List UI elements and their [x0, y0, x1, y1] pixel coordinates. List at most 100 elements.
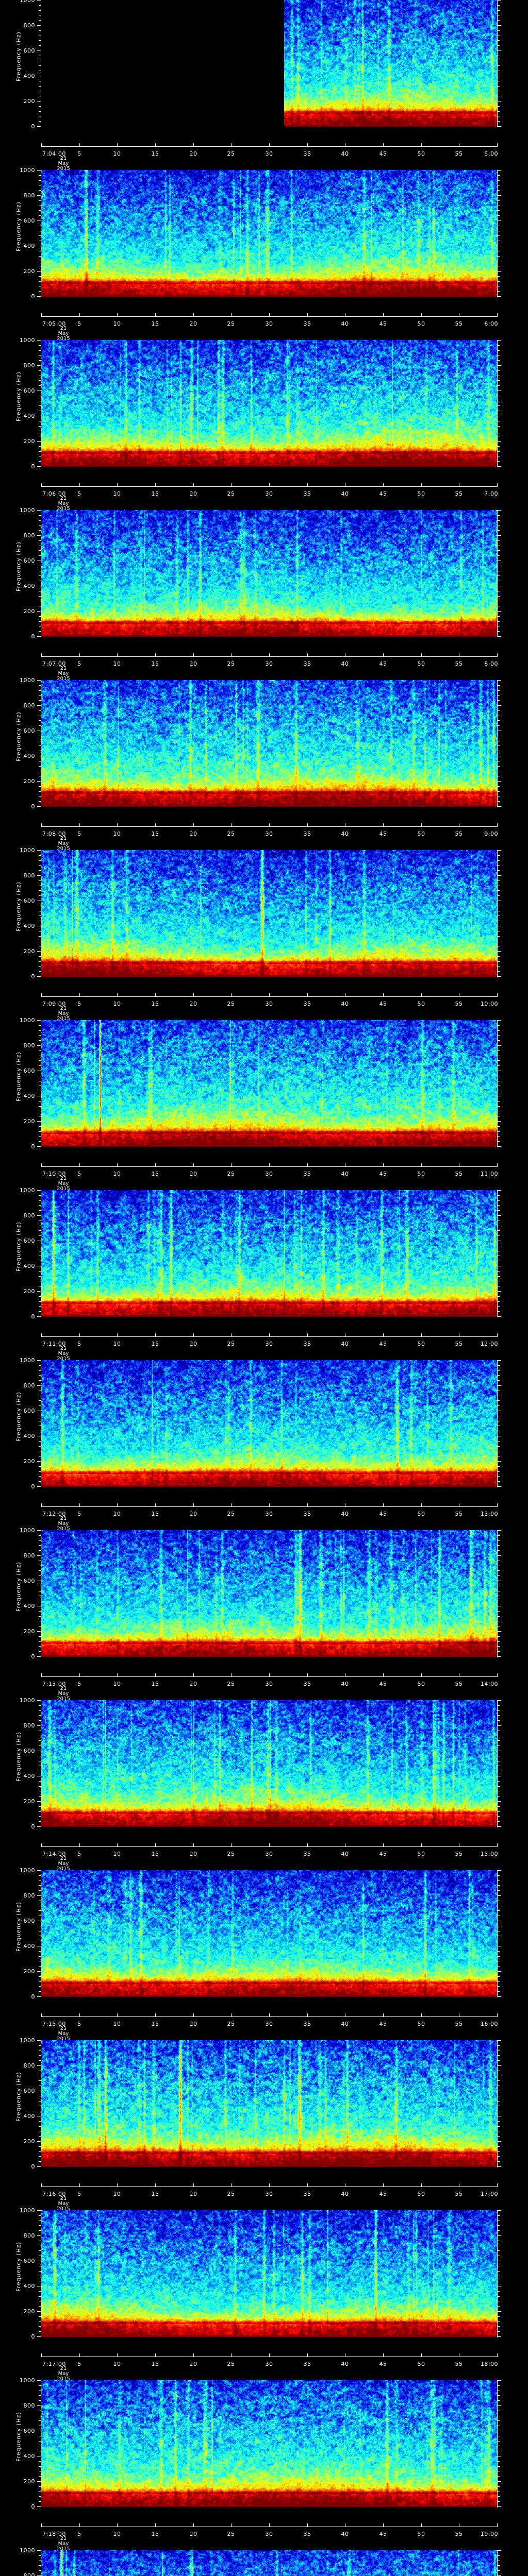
y-axis-tick	[37, 1656, 41, 1657]
x-axis-tick	[269, 1163, 270, 1167]
x-axis-tick-label: 7:10:00	[42, 1171, 66, 1177]
y-axis-tick-label: 800	[23, 532, 35, 539]
y-axis-minor-tick	[39, 700, 41, 701]
y-axis-minor-tick-right	[498, 210, 500, 211]
y-axis-tick-label: 600	[23, 2088, 35, 2094]
y-axis-minor-tick-right	[498, 370, 500, 371]
y-axis-tick-label: 0	[31, 973, 35, 980]
date-stamp-line: May	[58, 1181, 69, 1187]
date-stamp-line: 2015	[57, 2376, 70, 2382]
x-axis-tick-label: 5	[77, 2191, 81, 2197]
y-axis-tick-label: 1000	[20, 337, 35, 344]
y-axis-tick-label: 200	[23, 1118, 35, 1125]
y-axis-minor-tick	[39, 1540, 41, 1541]
y-axis-minor-tick	[39, 1136, 41, 1137]
y-axis-tick	[37, 680, 41, 681]
y-axis-minor-tick-right	[498, 1375, 500, 1376]
y-axis-minor-tick-right	[498, 405, 500, 406]
y-axis-minor-tick	[39, 2271, 41, 2272]
y-axis-minor-tick	[39, 1276, 41, 1277]
x-axis-tick-label: 20	[189, 2531, 197, 2537]
y-axis-minor-tick-right	[498, 1816, 500, 1817]
y-axis-minor-tick-right	[498, 1065, 500, 1066]
spectrogram-canvas	[41, 2380, 497, 2507]
y-axis-tick-label: 600	[23, 47, 35, 54]
x-axis-tick	[421, 1163, 422, 1167]
x-axis-tick	[117, 1503, 118, 1507]
x-axis-tick-label: 5	[77, 1341, 81, 1347]
y-axis-tick	[37, 126, 41, 127]
y-axis-minor-tick	[39, 1781, 41, 1782]
y-axis-minor-tick	[39, 426, 41, 427]
y-axis-minor-tick	[39, 360, 41, 361]
y-axis-minor-tick	[39, 2050, 41, 2051]
y-axis-minor-tick-right	[498, 766, 500, 767]
spectrogram-panel: Frequency (Hz) 0 200 400 600 800 1000 7:13:00 5 1…	[0, 1528, 528, 1702]
y-axis-tick	[37, 2506, 41, 2507]
x-axis-tick-label: 6:00	[484, 320, 498, 327]
y-axis-tick-label: 800	[23, 1552, 35, 1559]
x-axis-tick-label: 30	[265, 1851, 273, 1857]
spectrogram-panel: Frequency (Hz) 0 200 400 600 800 1000 7:12:00 5 1…	[0, 1357, 528, 1532]
y-axis-minor-tick-right	[498, 2395, 500, 2396]
y-axis-minor-tick-right	[498, 540, 500, 541]
y-axis-tick-label: 400	[23, 2113, 35, 2120]
x-axis-tick-label: 35	[303, 660, 311, 667]
x-axis-tick	[41, 1843, 42, 1847]
x-axis-tick	[421, 993, 422, 997]
x-axis-tick-label: 55	[455, 2531, 463, 2537]
y-axis-tick	[37, 1555, 41, 1556]
x-axis-tick-label: 15	[151, 2021, 159, 2027]
y-axis-minor-tick-right	[498, 2045, 500, 2046]
date-stamp-line: 21	[60, 666, 67, 671]
y-axis-minor-tick-right	[498, 1370, 500, 1371]
x-axis-tick	[307, 313, 308, 317]
x-axis-tick	[155, 1333, 156, 1337]
y-axis-minor-tick	[39, 1380, 41, 1381]
y-axis-tick	[37, 1121, 41, 1122]
date-stamp-line: 2015	[57, 2546, 70, 2552]
y-axis-minor-tick-right	[498, 1035, 500, 1036]
y-axis-minor-tick	[39, 2055, 41, 2056]
spectrogram-canvas	[41, 1020, 497, 1147]
y-axis-minor-tick-right	[498, 180, 500, 181]
y-axis-minor-tick	[39, 1471, 41, 1472]
x-axis-tick	[383, 483, 384, 487]
x-axis-tick-label: 10	[113, 2021, 121, 2027]
y-axis-minor-tick-right	[498, 2326, 500, 2327]
x-axis-tick-label: 7:09:00	[42, 1001, 66, 1007]
date-stamp-line: 21	[60, 496, 67, 501]
x-axis-tick-label: 20	[189, 2021, 197, 2027]
spectrogram-canvas	[41, 680, 497, 807]
y-axis-minor-tick-right	[498, 1806, 500, 1807]
x-axis-tick-label: 7:00	[484, 490, 498, 497]
x-axis-tick-label: 50	[417, 1851, 425, 1857]
x-axis-tick-label: 30	[265, 320, 273, 327]
x-axis-tick	[155, 143, 156, 147]
y-axis-tick-right	[498, 1045, 501, 1046]
y-axis-minor-tick	[39, 235, 41, 236]
y-axis-minor-tick-right	[498, 555, 500, 556]
x-axis-tick	[497, 1843, 498, 1847]
x-axis-tick-label: 40	[341, 490, 349, 497]
x-axis-tick	[497, 2013, 498, 2017]
y-axis-minor-tick	[39, 1570, 41, 1571]
x-axis-tick-label: 45	[379, 1001, 387, 1007]
x-axis-tick-label: 7:13:00	[42, 1681, 66, 1687]
x-axis-tick-label: 50	[417, 1341, 425, 1347]
y-axis-minor-tick	[39, 1806, 41, 1807]
y-axis-minor-tick	[39, 1710, 41, 1711]
x-axis-tick	[231, 2013, 232, 2017]
right-axis-spine	[497, 1530, 498, 1657]
x-axis-tick	[231, 823, 232, 827]
x-axis-tick	[307, 1843, 308, 1847]
y-axis-tick-label: 1000	[20, 1357, 35, 1364]
y-axis-tick	[37, 781, 41, 782]
y-axis-tick	[37, 340, 41, 341]
y-axis-minor-tick-right	[498, 520, 500, 521]
x-axis-tick	[41, 1163, 42, 1167]
right-axis-spine	[497, 2210, 498, 2337]
x-axis-tick-label: 20	[189, 490, 197, 497]
x-axis-tick	[421, 2523, 422, 2527]
y-axis-tick	[37, 2166, 41, 2167]
